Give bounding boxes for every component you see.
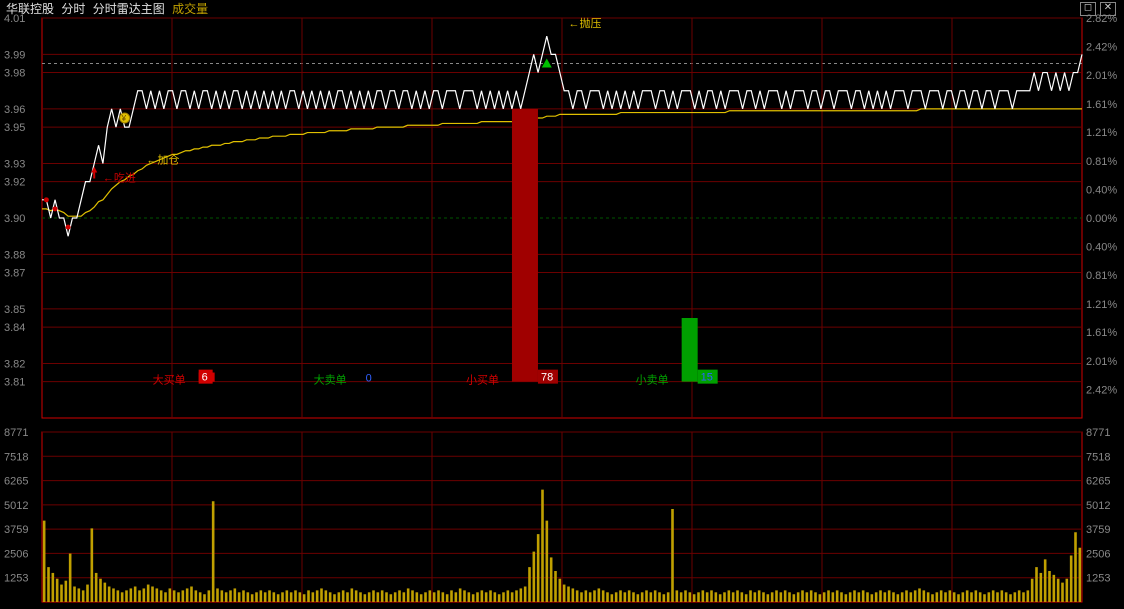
svg-text:1253: 1253 (4, 573, 28, 585)
annotation-text: ←抛压 (569, 16, 602, 30)
svg-text:3.85: 3.85 (4, 304, 25, 316)
svg-text:8771: 8771 (4, 427, 28, 439)
svg-text:3.81: 3.81 (4, 377, 25, 389)
svg-text:4.01: 4.01 (4, 13, 25, 25)
svg-text:3.96: 3.96 (4, 104, 25, 116)
svg-text:3.99: 3.99 (4, 49, 25, 61)
svg-text:2.82%: 2.82% (1086, 13, 1117, 25)
svg-text:0.81%: 0.81% (1086, 270, 1117, 282)
svg-text:3.82: 3.82 (4, 358, 25, 370)
svg-text:5012: 5012 (1086, 500, 1110, 512)
svg-text:2.01%: 2.01% (1086, 356, 1117, 368)
svg-text:2.42%: 2.42% (1086, 384, 1117, 396)
order-label-big_buy: 大买单 (153, 373, 186, 387)
svg-text:3.87: 3.87 (4, 268, 25, 280)
svg-text:78: 78 (541, 372, 553, 384)
svg-text:2506: 2506 (4, 548, 28, 560)
svg-text:15: 15 (701, 372, 713, 384)
svg-text:3.98: 3.98 (4, 68, 25, 80)
svg-text:1.61%: 1.61% (1086, 99, 1117, 111)
svg-text:3.90: 3.90 (4, 213, 25, 225)
order-block-small_sell (682, 318, 698, 382)
svg-text:6: 6 (202, 372, 208, 384)
svg-text:8771: 8771 (1086, 427, 1110, 439)
order-label-small_sell: 小卖单 (636, 374, 669, 387)
svg-text:3.95: 3.95 (4, 122, 25, 134)
chart-canvas[interactable]: 4.01 3.99 3.98 3.96 3.95 3.93 3.92 3.90 3.88 3.87… (0, 0, 1124, 609)
svg-text:6265: 6265 (4, 476, 28, 488)
svg-text:0.40%: 0.40% (1086, 242, 1117, 254)
svg-text:3.92: 3.92 (4, 177, 25, 189)
svg-text:3.88: 3.88 (4, 249, 25, 261)
annotation-text: ←吃进 (103, 172, 136, 185)
svg-text:2.01%: 2.01% (1086, 70, 1117, 82)
svg-text:0.81%: 0.81% (1086, 156, 1117, 168)
order-block-small_buy (512, 109, 538, 382)
svg-text:1.21%: 1.21% (1086, 299, 1117, 311)
svg-text:¥: ¥ (121, 114, 127, 123)
svg-text:3759: 3759 (4, 524, 28, 536)
annotation-text: ←加仓 (146, 152, 179, 166)
svg-text:2.42%: 2.42% (1086, 42, 1117, 54)
svg-text:7518: 7518 (4, 451, 28, 463)
svg-text:1.61%: 1.61% (1086, 327, 1117, 339)
order-label-big_sell: 大卖单 (314, 373, 347, 387)
svg-text:3759: 3759 (1086, 524, 1110, 536)
svg-text:7518: 7518 (1086, 451, 1110, 463)
svg-text:0.40%: 0.40% (1086, 184, 1117, 196)
svg-text:5012: 5012 (4, 500, 28, 512)
svg-text:2506: 2506 (1086, 548, 1110, 560)
svg-text:1253: 1253 (1086, 573, 1110, 585)
svg-text:3.93: 3.93 (4, 158, 25, 170)
svg-text:3.84: 3.84 (4, 322, 25, 334)
svg-text:6265: 6265 (1086, 476, 1110, 488)
svg-text:0.00%: 0.00% (1086, 213, 1117, 225)
order-label-small_buy: 小买单 (466, 374, 499, 387)
svg-text:0: 0 (366, 373, 372, 385)
svg-text:1.21%: 1.21% (1086, 127, 1117, 139)
